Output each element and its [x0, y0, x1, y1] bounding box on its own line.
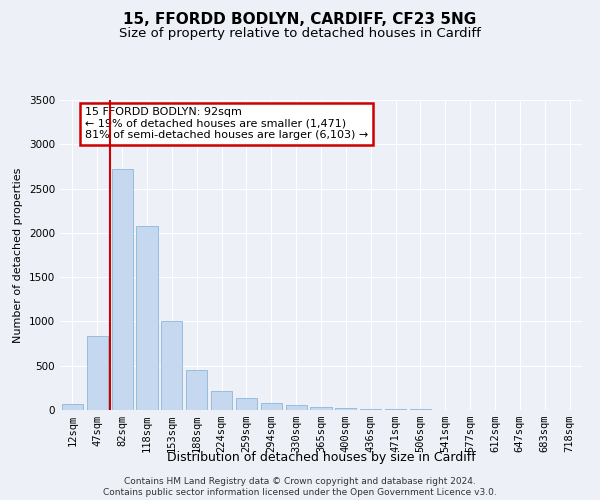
Bar [161, 320, 182, 410]
Bar [385, 409, 406, 410]
Text: Size of property relative to detached houses in Cardiff: Size of property relative to detached ho… [119, 28, 481, 40]
Bar [261, 404, 282, 410]
Text: Distribution of detached houses by size in Cardiff: Distribution of detached houses by size … [167, 451, 475, 464]
Bar [360, 408, 381, 410]
Bar [136, 226, 158, 410]
Text: Contains public sector information licensed under the Open Government Licence v3: Contains public sector information licen… [103, 488, 497, 497]
Bar [335, 408, 356, 410]
Y-axis label: Number of detached properties: Number of detached properties [13, 168, 23, 342]
Bar [87, 336, 108, 410]
Bar [62, 404, 83, 410]
Bar [310, 407, 332, 410]
Text: 15, FFORDD BODLYN, CARDIFF, CF23 5NG: 15, FFORDD BODLYN, CARDIFF, CF23 5NG [124, 12, 476, 28]
Bar [236, 398, 257, 410]
Bar [286, 405, 307, 410]
Bar [112, 169, 133, 410]
Text: 15 FFORDD BODLYN: 92sqm
← 19% of detached houses are smaller (1,471)
81% of semi: 15 FFORDD BODLYN: 92sqm ← 19% of detache… [85, 107, 368, 140]
Text: Contains HM Land Registry data © Crown copyright and database right 2024.: Contains HM Land Registry data © Crown c… [124, 476, 476, 486]
Bar [211, 391, 232, 410]
Bar [186, 370, 207, 410]
